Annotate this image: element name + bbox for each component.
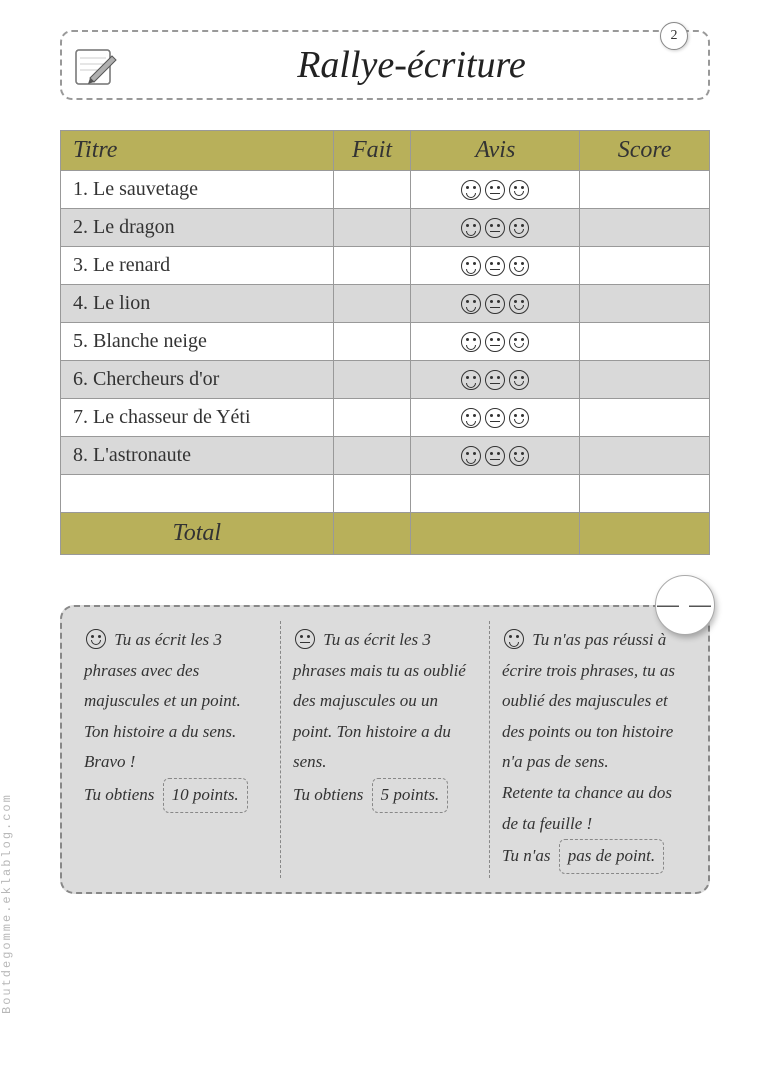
cell-avis (411, 399, 580, 437)
happy-face-icon (509, 218, 529, 238)
page-title: Rallye-écriture (135, 43, 688, 87)
neutral-face-icon (485, 256, 505, 276)
points-box: 5 points. (372, 778, 449, 813)
cell-fait (333, 285, 411, 323)
watermark: Boutdegomme.eklablog.com (0, 793, 14, 1014)
cell-fait (333, 437, 411, 475)
happy-face-icon (509, 332, 529, 352)
happy-face-icon (509, 256, 529, 276)
happy-face-icon (509, 180, 529, 200)
cell-fait (333, 247, 411, 285)
corner-circle: — — (655, 575, 715, 635)
table-row: 2. Le dragon (61, 209, 710, 247)
sad-face-icon (504, 629, 524, 649)
cell-fait (333, 399, 411, 437)
neutral-face-icon (485, 446, 505, 466)
points-box: 10 points. (163, 778, 248, 813)
table-row: 7. Le chasseur de Yéti (61, 399, 710, 437)
neutral-face-icon (485, 180, 505, 200)
neutral-face-icon (485, 370, 505, 390)
cell-score (580, 171, 710, 209)
rubric-column: Tu n'as pas réussi à écrire trois phrase… (489, 621, 698, 878)
pencil-notepad-icon (70, 40, 120, 90)
total-row: Total (61, 513, 710, 555)
rubric-box: Tu as écrit les 3 phrases avec des majus… (60, 605, 710, 894)
cell-avis (411, 209, 580, 247)
sad-face-icon (461, 370, 481, 390)
cell-score (580, 323, 710, 361)
th-titre: Titre (61, 131, 334, 171)
happy-face-icon (86, 629, 106, 649)
cell-avis (411, 323, 580, 361)
header-box: Rallye-écriture 2 (60, 30, 710, 100)
cell-title: 6. Chercheurs d'or (61, 361, 334, 399)
neutral-face-icon (485, 332, 505, 352)
neutral-face-icon (485, 294, 505, 314)
cell-title: 7. Le chasseur de Yéti (61, 399, 334, 437)
cell-title: 3. Le renard (61, 247, 334, 285)
cell-fait (333, 171, 411, 209)
cell-title: 2. Le dragon (61, 209, 334, 247)
neutral-face-icon (485, 218, 505, 238)
sad-face-icon (461, 218, 481, 238)
table-row-blank (61, 475, 710, 513)
cell-score (580, 247, 710, 285)
page-number-badge: 2 (660, 22, 688, 50)
th-score: Score (580, 131, 710, 171)
cell-avis (411, 361, 580, 399)
cell-title: 5. Blanche neige (61, 323, 334, 361)
table-row: 1. Le sauvetage (61, 171, 710, 209)
happy-face-icon (509, 370, 529, 390)
neutral-face-icon (295, 629, 315, 649)
cell-score (580, 399, 710, 437)
sad-face-icon (461, 256, 481, 276)
sad-face-icon (461, 180, 481, 200)
cell-fait (333, 323, 411, 361)
cell-title: 8. L'astronaute (61, 437, 334, 475)
happy-face-icon (509, 408, 529, 428)
cell-title: 1. Le sauvetage (61, 171, 334, 209)
cell-score (580, 361, 710, 399)
cell-score (580, 437, 710, 475)
table-row: 5. Blanche neige (61, 323, 710, 361)
th-fait: Fait (333, 131, 411, 171)
cell-avis (411, 171, 580, 209)
cell-fait (333, 209, 411, 247)
tracking-table: Titre Fait Avis Score 1. Le sauvetage2. … (60, 130, 710, 555)
sad-face-icon (461, 408, 481, 428)
sad-face-icon (461, 446, 481, 466)
cell-fait (333, 361, 411, 399)
cell-title: 4. Le lion (61, 285, 334, 323)
corner-glyph: — — (657, 592, 713, 618)
table-row: 6. Chercheurs d'or (61, 361, 710, 399)
neutral-face-icon (485, 408, 505, 428)
cell-score (580, 285, 710, 323)
cell-avis (411, 437, 580, 475)
sad-face-icon (461, 294, 481, 314)
table-row: 8. L'astronaute (61, 437, 710, 475)
cell-avis (411, 247, 580, 285)
rubric-column: Tu as écrit les 3 phrases mais tu as oub… (280, 621, 489, 878)
cell-avis (411, 285, 580, 323)
table-row: 4. Le lion (61, 285, 710, 323)
points-box: pas de point. (559, 839, 664, 874)
cell-score (580, 209, 710, 247)
happy-face-icon (509, 446, 529, 466)
th-avis: Avis (411, 131, 580, 171)
rubric-column: Tu as écrit les 3 phrases avec des majus… (72, 621, 280, 878)
happy-face-icon (509, 294, 529, 314)
sad-face-icon (461, 332, 481, 352)
total-label: Total (61, 513, 334, 555)
table-row: 3. Le renard (61, 247, 710, 285)
